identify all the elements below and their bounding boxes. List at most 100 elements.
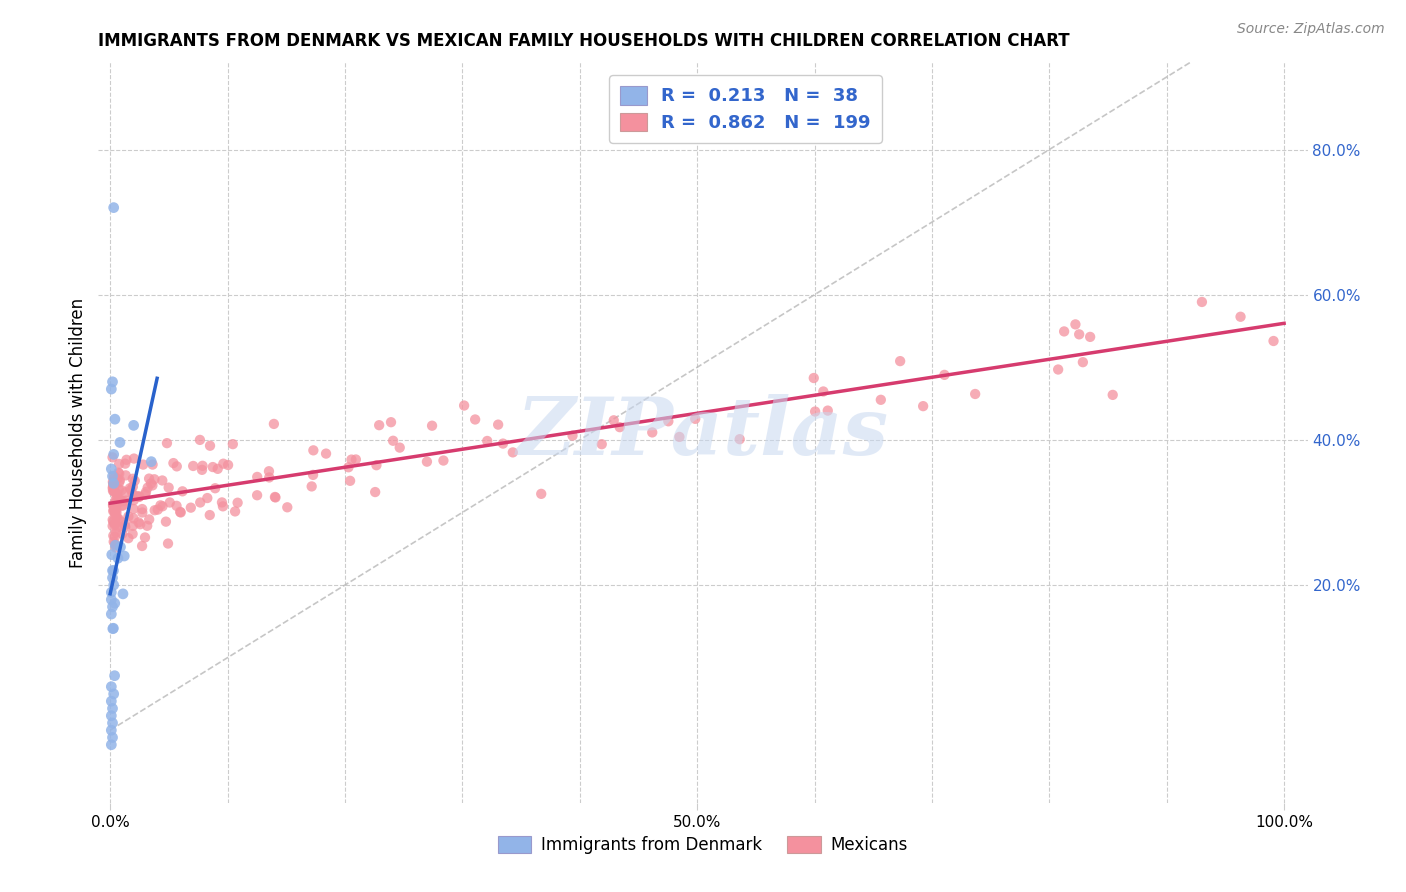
Point	[114, 518, 136, 533]
Point	[156, 436, 179, 450]
Point	[912, 399, 935, 413]
Point	[101, 479, 124, 493]
Point	[136, 481, 159, 495]
Point	[364, 485, 387, 500]
Point	[101, 622, 124, 636]
Point	[1078, 330, 1101, 344]
Point	[101, 375, 124, 389]
Point	[143, 503, 166, 517]
Point	[104, 492, 127, 507]
Point	[101, 450, 124, 465]
Point	[609, 420, 631, 434]
Point	[965, 387, 987, 401]
Point	[257, 470, 280, 484]
Point	[198, 439, 221, 453]
Point	[110, 515, 132, 529]
Point	[125, 489, 148, 503]
Point	[464, 412, 486, 426]
Point	[103, 529, 125, 543]
Point	[134, 531, 156, 545]
Point	[114, 485, 136, 500]
Point	[138, 472, 160, 486]
Point	[486, 417, 509, 432]
Point	[101, 599, 124, 614]
Point	[492, 436, 515, 450]
Point	[110, 494, 132, 508]
Point	[155, 515, 177, 529]
Point	[207, 462, 229, 476]
Point	[104, 496, 127, 510]
Point	[128, 490, 150, 504]
Point	[114, 520, 136, 534]
Point	[315, 447, 337, 461]
Point	[388, 441, 411, 455]
Point	[112, 494, 135, 508]
Point	[1071, 355, 1094, 369]
Point	[477, 434, 499, 448]
Text: Source: ZipAtlas.com: Source: ZipAtlas.com	[1237, 22, 1385, 37]
Point	[101, 564, 124, 578]
Point	[131, 502, 153, 516]
Point	[728, 432, 751, 446]
Point	[100, 548, 122, 562]
Point	[104, 530, 127, 544]
Point	[226, 496, 249, 510]
Point	[191, 463, 214, 477]
Point	[420, 418, 443, 433]
Point	[103, 517, 125, 532]
Point	[530, 487, 553, 501]
Point	[110, 540, 132, 554]
Point	[110, 483, 132, 498]
Point	[100, 738, 122, 752]
Point	[105, 490, 128, 504]
Point	[107, 466, 129, 480]
Point	[211, 495, 233, 509]
Point	[101, 513, 124, 527]
Point	[103, 578, 125, 592]
Point	[104, 525, 127, 540]
Point	[100, 382, 122, 396]
Point	[104, 497, 127, 511]
Point	[166, 459, 188, 474]
Point	[169, 505, 191, 519]
Point	[115, 452, 138, 467]
Point	[108, 475, 131, 489]
Point	[150, 474, 173, 488]
Point	[222, 437, 245, 451]
Point	[337, 460, 360, 475]
Point	[118, 481, 141, 495]
Point	[100, 585, 122, 599]
Point	[366, 458, 388, 473]
Point	[146, 502, 169, 516]
Point	[122, 418, 145, 433]
Point	[131, 506, 153, 520]
Point	[120, 483, 142, 497]
Point	[170, 505, 193, 519]
Point	[136, 518, 159, 533]
Point	[107, 493, 129, 508]
Point	[103, 201, 125, 215]
Point	[1064, 318, 1087, 332]
Point	[104, 478, 127, 492]
Point	[104, 541, 127, 555]
Point	[103, 484, 125, 499]
Point	[108, 491, 131, 506]
Point	[138, 512, 160, 526]
Point	[141, 455, 163, 469]
Point	[104, 538, 127, 552]
Point	[108, 482, 131, 496]
Point	[104, 499, 127, 513]
Point	[212, 457, 235, 471]
Point	[817, 403, 839, 417]
Point	[101, 571, 124, 585]
Point	[803, 371, 825, 385]
Point	[103, 515, 125, 529]
Point	[257, 464, 280, 478]
Point	[889, 354, 911, 368]
Point	[166, 499, 188, 513]
Point	[108, 473, 131, 487]
Point	[129, 517, 152, 532]
Point	[121, 487, 143, 501]
Point	[103, 469, 125, 483]
Text: ZIPatlas: ZIPatlas	[517, 394, 889, 471]
